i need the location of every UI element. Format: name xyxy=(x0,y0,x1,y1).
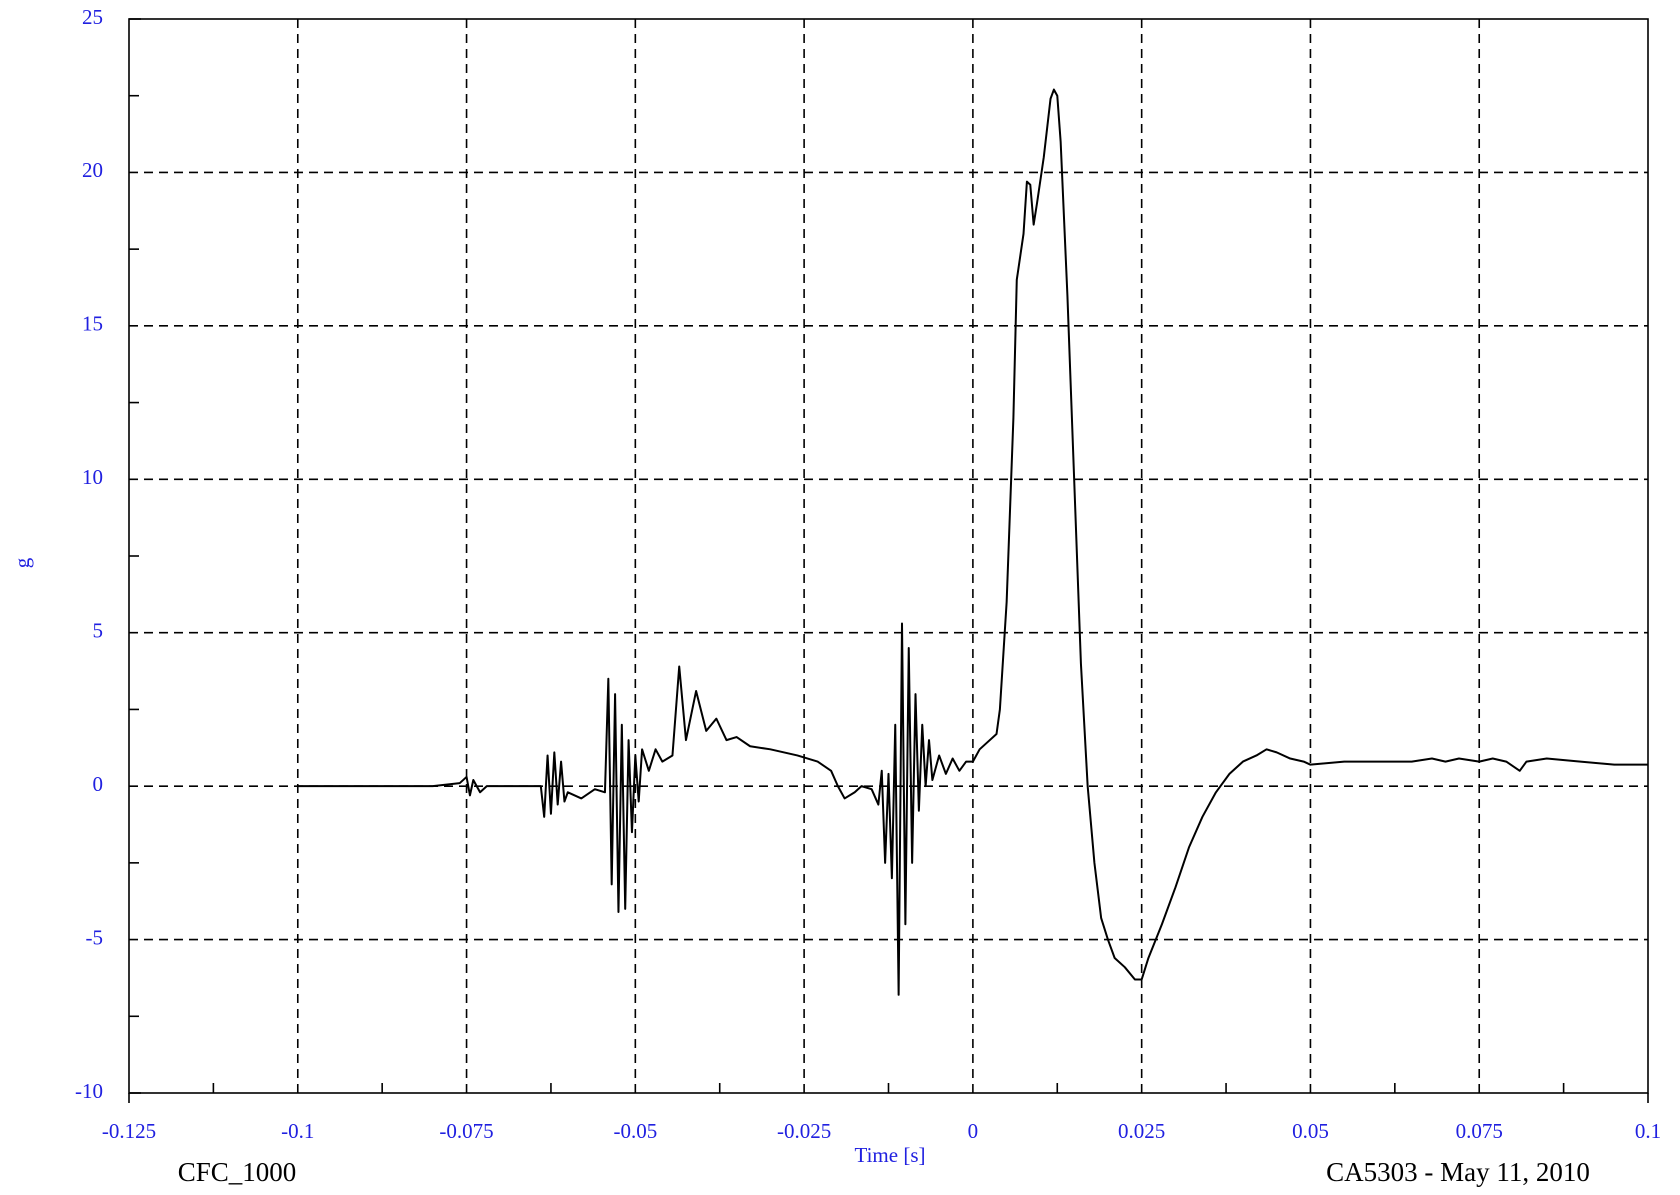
x-tick-label: 0.05 xyxy=(1292,1119,1329,1143)
x-tick-label: 0.075 xyxy=(1456,1119,1503,1143)
x-tick-label: -0.1 xyxy=(281,1119,314,1143)
x-tick-label: -0.025 xyxy=(777,1119,831,1143)
x-tick-label: -0.075 xyxy=(439,1119,493,1143)
plot-frame xyxy=(128,18,1649,1094)
y-tick-label: 10 xyxy=(82,465,103,489)
y-tick-label: -10 xyxy=(75,1079,103,1103)
y-axis-label: g xyxy=(10,557,34,568)
y-tick-label: 0 xyxy=(93,772,104,796)
x-tick-label: -0.05 xyxy=(613,1119,657,1143)
y-tick-label: 25 xyxy=(82,5,103,29)
y-tick-label: 20 xyxy=(82,158,103,182)
x-tick-label: -0.125 xyxy=(102,1119,156,1143)
filter-note: CFC_1000 xyxy=(178,1157,297,1187)
x-tick-label: 0.025 xyxy=(1118,1119,1165,1143)
test-note: CA5303 - May 11, 2010 xyxy=(1326,1157,1590,1187)
x-tick-label: 0.1 xyxy=(1635,1119,1661,1143)
x-tick-label: 0 xyxy=(968,1119,979,1143)
data-line xyxy=(297,88,1648,996)
y-tick-label: 5 xyxy=(93,619,104,643)
y-tick-label: 15 xyxy=(82,312,103,336)
x-axis-label: Time [s] xyxy=(855,1143,926,1167)
y-tick-label: -5 xyxy=(86,925,104,949)
